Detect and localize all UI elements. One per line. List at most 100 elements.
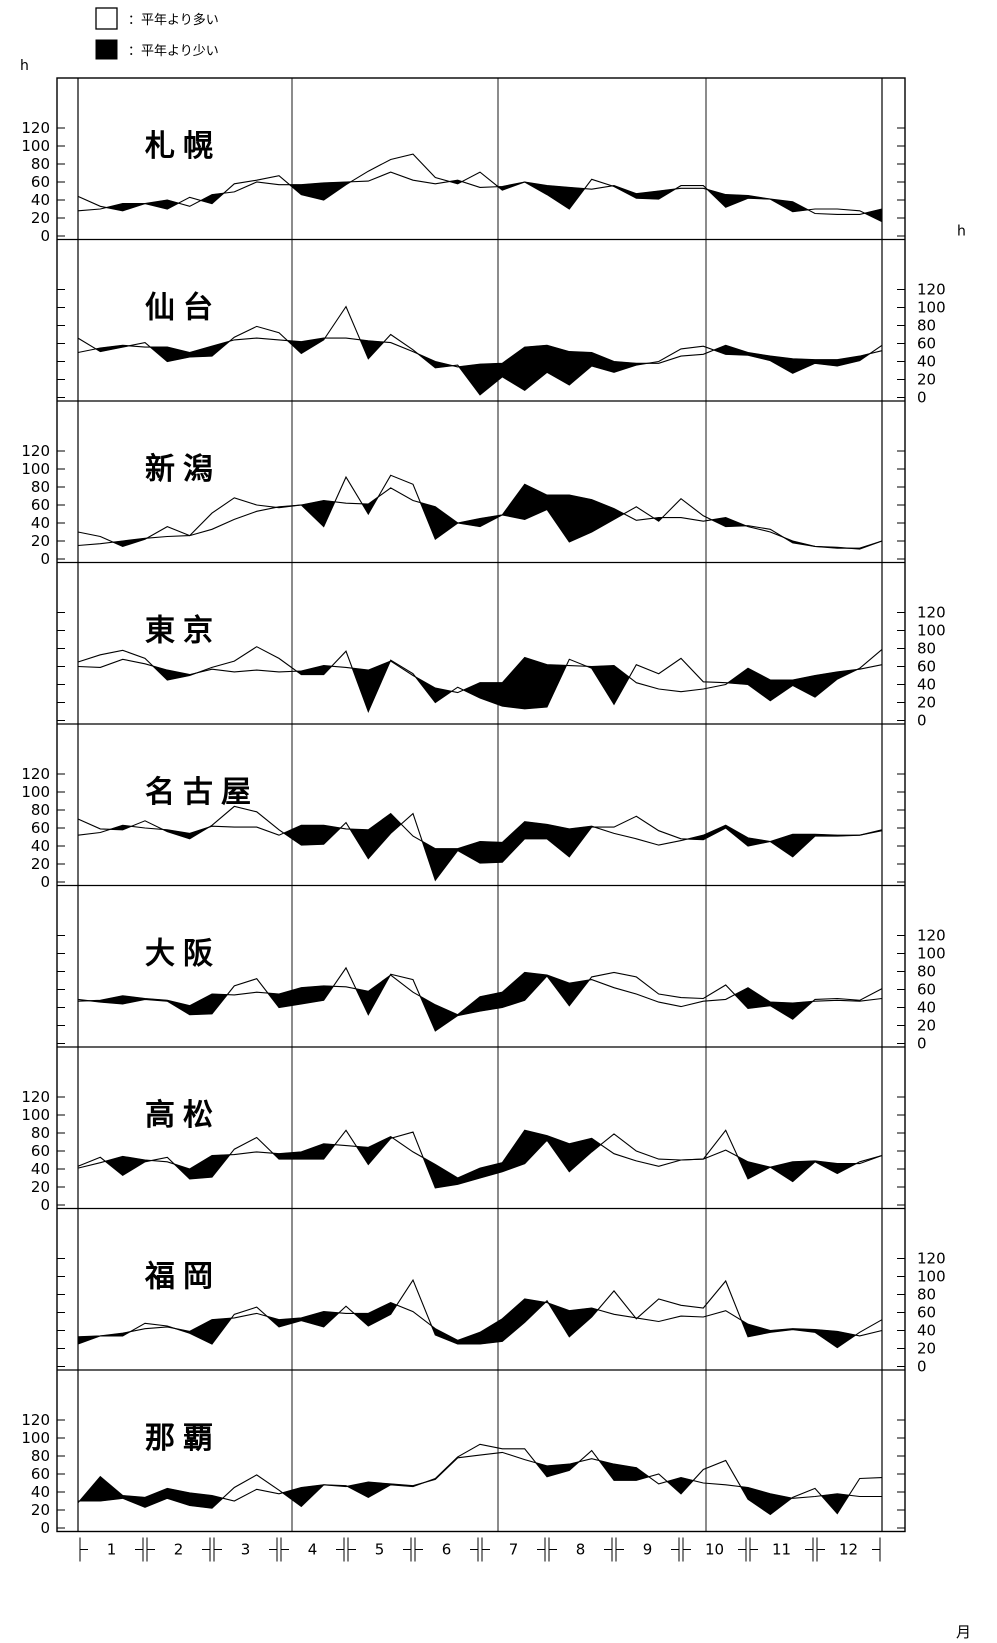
y-tick-label: 0	[917, 389, 927, 407]
y-tick-label: 60	[917, 658, 936, 676]
below-normal-area	[524, 345, 548, 391]
normal-line	[77, 1298, 883, 1341]
y-tick-label: 60	[917, 335, 936, 353]
below-normal-area	[368, 813, 391, 860]
below-normal-area	[502, 971, 525, 1008]
below-normal-area	[435, 506, 459, 540]
y-tick-label: 80	[917, 640, 936, 658]
below-normal-area	[502, 656, 525, 710]
legend-swatch-below	[95, 39, 118, 60]
y-tick-label: 0	[40, 550, 50, 568]
below-normal-area	[100, 1476, 123, 1502]
normal-line	[77, 812, 883, 850]
y-tick-label: 100	[917, 1268, 946, 1286]
y-tick-label: 120	[21, 765, 50, 783]
below-normal-area	[479, 1318, 503, 1345]
normal-line	[77, 171, 883, 215]
month-label: 1	[107, 1541, 117, 1559]
actual-line	[77, 305, 883, 396]
y-tick-label: 80	[917, 1286, 936, 1304]
y-tick-label: 100	[917, 622, 946, 640]
below-normal-area	[770, 679, 793, 702]
city-label: 高松	[145, 1098, 221, 1133]
y-tick-label: 40	[917, 999, 936, 1017]
actual-line	[77, 805, 883, 882]
normal-line	[77, 971, 883, 1016]
y-tick-label: 120	[21, 442, 50, 460]
y-tick-label: 120	[21, 1088, 50, 1106]
below-normal-area	[524, 657, 548, 710]
below-normal-area	[301, 1143, 324, 1160]
y-tick-label: 120	[21, 119, 50, 137]
below-normal-area	[479, 841, 503, 864]
y-tick-label: 80	[31, 801, 50, 819]
below-normal-area	[368, 1302, 391, 1327]
actual-line	[77, 474, 883, 549]
normal-line	[77, 483, 883, 550]
y-unit-label-right: h	[957, 224, 966, 240]
y-tick-label: 40	[917, 676, 936, 694]
month-label: 6	[442, 1541, 452, 1559]
y-tick-label: 100	[21, 460, 50, 478]
city-label: 仙台	[145, 291, 221, 326]
month-label: 9	[643, 1541, 653, 1559]
below-normal-area	[301, 825, 324, 846]
below-normal-area	[189, 1319, 213, 1345]
month-label: 4	[308, 1541, 318, 1559]
y-tick-label: 100	[21, 783, 50, 801]
below-normal-area	[792, 675, 816, 698]
y-tick-label: 40	[917, 1322, 936, 1340]
city-label: 福岡	[144, 1260, 221, 1295]
y-tick-label: 120	[917, 604, 946, 622]
below-normal-area	[747, 667, 771, 702]
y-tick-label: 40	[31, 837, 50, 855]
y-tick-label: 20	[917, 1340, 936, 1358]
y-tick-label: 100	[21, 1106, 50, 1124]
y-tick-label: 0	[917, 1358, 927, 1376]
y-tick-label: 120	[21, 1411, 50, 1429]
month-1: 1	[79, 1537, 144, 1562]
y-tick-label: 0	[40, 873, 50, 891]
y-tick-label: 60	[31, 1465, 50, 1483]
y-tick-label: 100	[21, 1429, 50, 1447]
month-4: 4	[280, 1537, 345, 1562]
actual-line	[77, 1278, 883, 1349]
normal-line	[77, 656, 883, 694]
month-5: 5	[347, 1537, 412, 1562]
normal-line	[77, 1129, 883, 1179]
month-3: 3	[213, 1537, 278, 1562]
y-tick-label: 60	[917, 1304, 936, 1322]
y-tick-label: 100	[917, 299, 946, 317]
actual-line	[77, 153, 883, 223]
y-tick-label: 120	[917, 1250, 946, 1268]
below-normal-area	[546, 824, 570, 858]
y-tick-label: 20	[31, 1178, 50, 1196]
city-label: 大阪	[145, 937, 221, 972]
city-label: 名古屋	[145, 775, 259, 810]
month-6: 6	[414, 1537, 479, 1562]
y-tick-label: 40	[31, 191, 50, 209]
legend: ：平年より多い ：平年より少い	[95, 7, 219, 60]
month-label: 2	[174, 1541, 184, 1559]
city-label: 東京	[145, 614, 221, 649]
normal-line	[77, 337, 883, 368]
below-normal-area	[502, 1298, 525, 1342]
y-tick-label: 60	[31, 819, 50, 837]
month-2: 2	[146, 1537, 211, 1562]
legend-swatch-above	[95, 7, 118, 30]
y-tick-label: 20	[31, 1501, 50, 1519]
below-normal-area	[569, 1307, 592, 1338]
month-11: 11	[749, 1537, 814, 1562]
below-normal-area	[613, 508, 625, 520]
below-normal-area	[792, 358, 816, 374]
month-label: 11	[772, 1541, 791, 1559]
month-label: 12	[839, 1541, 858, 1559]
y-tick-label: 0	[917, 712, 927, 730]
